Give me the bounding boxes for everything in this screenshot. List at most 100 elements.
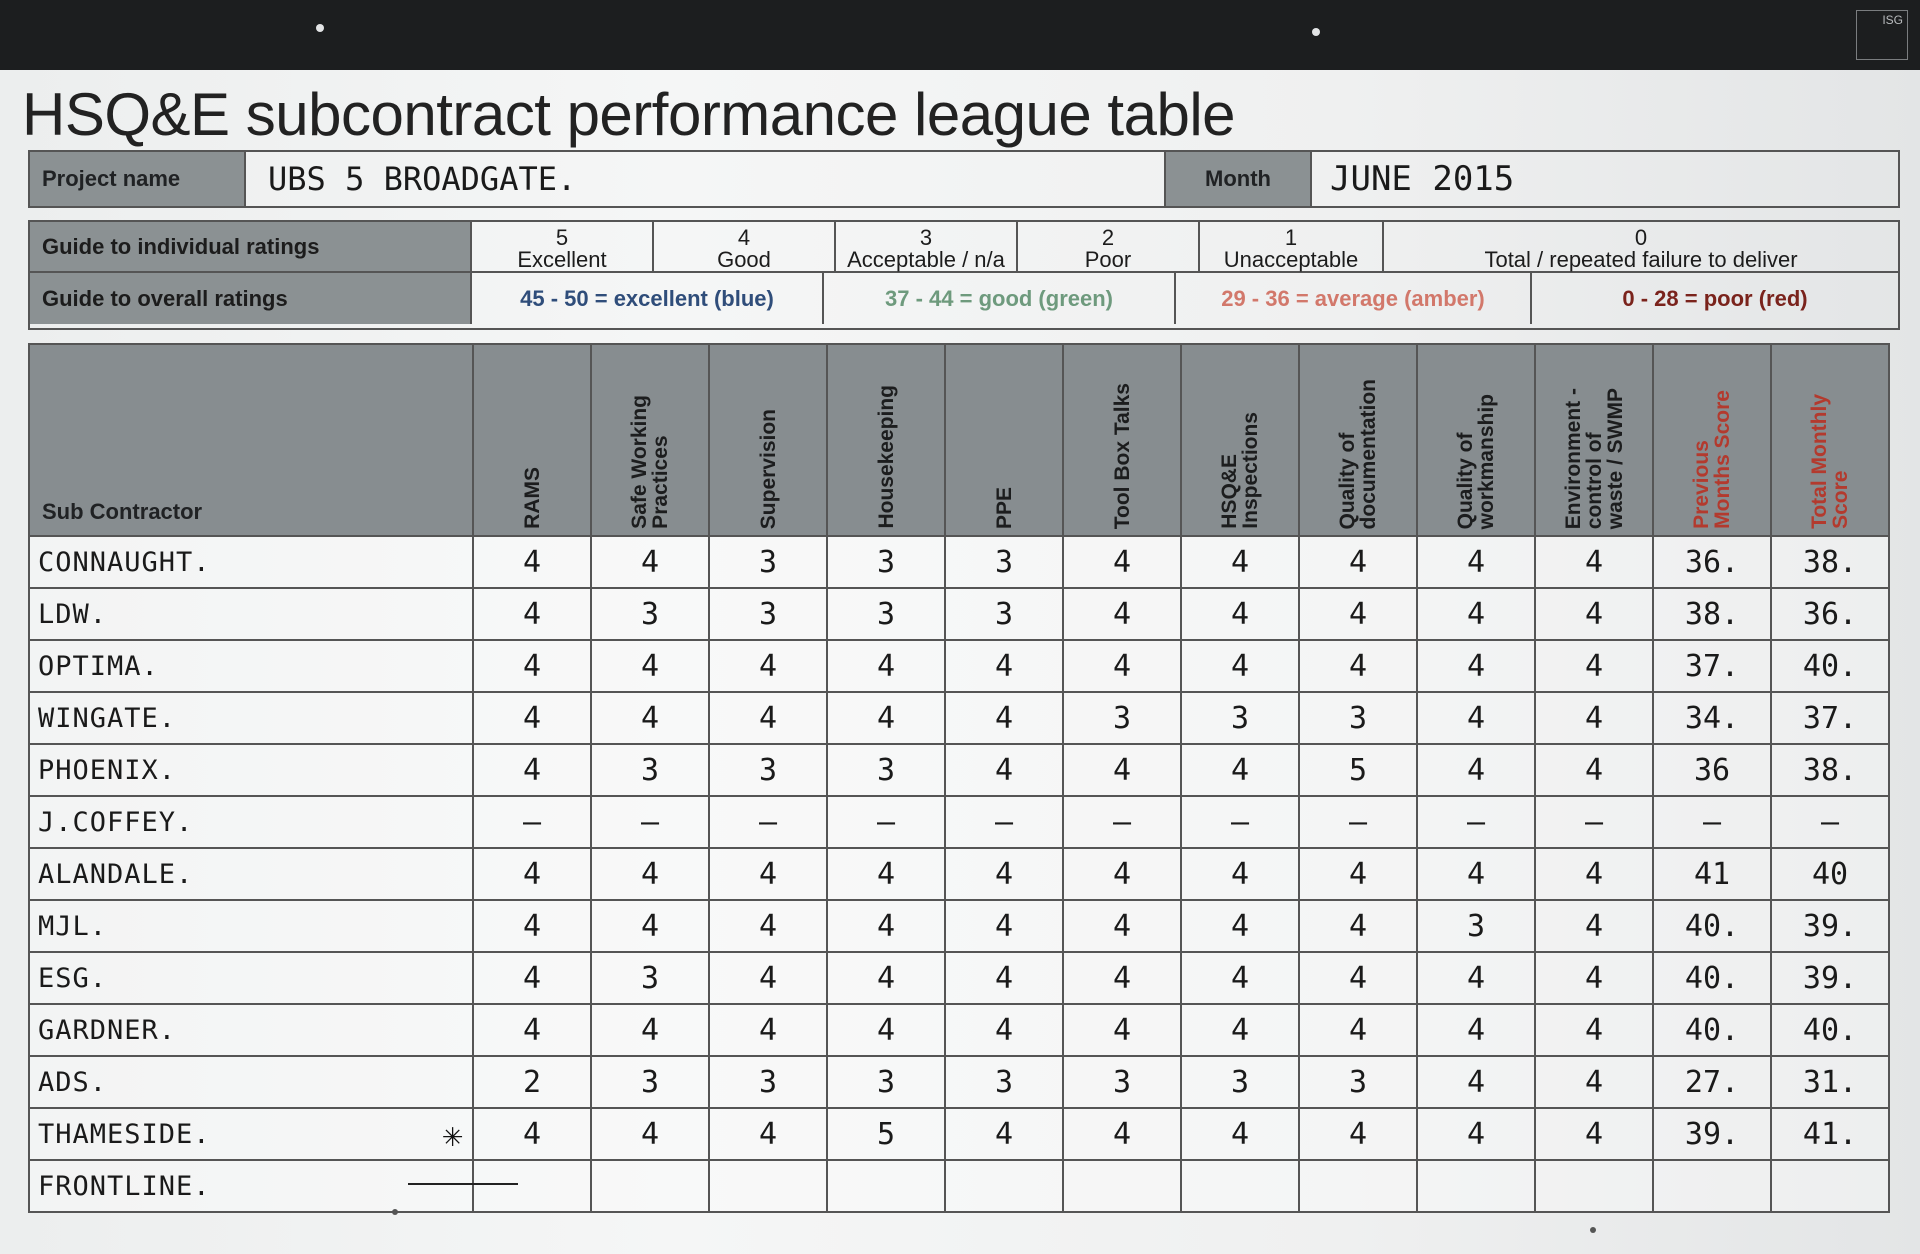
column-header: PPE [944,343,1064,537]
score-cell: 3 [826,535,946,589]
score-cell: 4 [1534,899,1654,953]
score-cell: 4 [708,639,828,693]
score-cell: 4 [708,899,828,953]
score-cell: – [472,795,592,849]
score-cell: – [826,795,946,849]
score-cell: 3 [1062,1055,1182,1109]
column-header-label: Supervision [756,408,780,529]
column-header-label: Quality of workmanship [1454,393,1498,529]
score-cell: 4 [472,847,592,901]
table-row: CONNAUGHT. 4 4 3 3 3 4 4 4 4 4 36. 38. [28,535,1890,589]
pin-hole [1590,1227,1596,1233]
score-cell: – [590,795,710,849]
rating-number: 1 [1284,225,1298,250]
score-cell: – [708,795,828,849]
score-cell: 5 [826,1107,946,1161]
table-row: WINGATE. 4 4 4 4 4 3 3 3 4 4 34. 37. [28,691,1890,745]
score-cell: 4 [1534,1055,1654,1109]
sub-contractor-name-text: ALANDALE. [38,858,194,890]
score-cell: 4 [1062,847,1182,901]
score-cell: 4 [944,951,1064,1005]
score-cell: 4 [826,1003,946,1057]
score-cell: 4 [1062,899,1182,953]
score-cell: 4 [1062,1003,1182,1057]
score-cell: 4 [1180,847,1300,901]
score-cell: 4 [944,1003,1064,1057]
score-cell: 4 [1298,535,1418,589]
score-cell: 4 [1416,1107,1536,1161]
score-cell: 4 [1416,1055,1536,1109]
score-cell: 4 [1534,1107,1654,1161]
score-cell: 4 [1298,951,1418,1005]
individual-ratings-row: Guide to individual ratings 5 Excellent … [30,222,1898,273]
score-cell [1062,1159,1182,1213]
score-cell: 3 [826,587,946,641]
column-header: HSQ&E Inspections [1180,343,1300,537]
score-cell: 4 [1534,639,1654,693]
column-header: Supervision [708,343,828,537]
score-cell: 40 [1770,847,1890,901]
table-row: ESG. 4 3 4 4 4 4 4 4 4 4 40. 39. [28,951,1890,1005]
score-cell: 40. [1652,899,1772,953]
score-cell: 3 [590,587,710,641]
score-cell: 4 [1180,587,1300,641]
column-header-wrap: Quality of workmanship [1418,345,1534,535]
score-cell: 4 [708,951,828,1005]
score-cell: 3 [590,1055,710,1109]
score-cell: 3 [708,587,828,641]
score-cell: 4 [826,639,946,693]
score-cell: 4 [472,639,592,693]
score-cell: 4 [944,691,1064,745]
score-cell: 3 [1298,691,1418,745]
score-cell [708,1159,828,1213]
rating-number: 3 [919,225,933,250]
table-row: ADS. 2 3 3 3 3 3 3 3 4 4 27. 31. [28,1055,1890,1109]
rating-3: 3 Acceptable / n/a [836,222,1018,271]
score-cell: 4 [472,1003,592,1057]
score-cell: 41 [1652,847,1772,901]
sub-contractor-name: ALANDALE. [28,847,474,901]
score-cell: 3 [1180,1055,1300,1109]
score-cell: 4 [1534,743,1654,797]
sub-contractor-name: WINGATE. [28,691,474,745]
score-cell: 4 [826,899,946,953]
column-header-label: Housekeeping [874,385,898,529]
score-cell: 27. [1652,1055,1772,1109]
score-cell: 4 [1180,1003,1300,1057]
sub-contractor-name-text: LDW. [38,598,108,630]
score-cell: 4 [944,639,1064,693]
score-cell: 3 [708,1055,828,1109]
score-cell: 4 [1534,691,1654,745]
column-header: Safe Working Practices [590,343,710,537]
score-cell: 4 [708,847,828,901]
score-cell: – [1652,795,1772,849]
score-cell: 40. [1770,1003,1890,1057]
column-header: RAMS [472,343,592,537]
column-header: Quality of workmanship [1416,343,1536,537]
score-cell [1298,1159,1418,1213]
score-cell [944,1159,1064,1213]
score-cell: 39. [1652,1107,1772,1161]
screw-icon [1312,28,1320,36]
table-row: LDW. 4 3 3 3 3 4 4 4 4 4 38. 36. [28,587,1890,641]
sub-contractor-name-text: MJL. [38,910,108,942]
score-cell: 4 [708,1107,828,1161]
score-cell: 4 [826,951,946,1005]
score-cell: 3 [1180,691,1300,745]
score-cell: 4 [1534,951,1654,1005]
column-header: Environment - control of waste / SWMP [1534,343,1654,537]
sub-contractor-name-text: ADS. [38,1066,108,1098]
brand-logo: ISG [1882,13,1903,27]
column-header-wrap: Environment - control of waste / SWMP [1536,345,1652,535]
score-cell: 40. [1770,639,1890,693]
score-cell: 39. [1770,951,1890,1005]
column-header-wrap: RAMS [474,345,590,535]
score-cell [1534,1159,1654,1213]
column-header-wrap: Supervision [710,345,826,535]
brand-logo-box: ISG [1856,10,1908,60]
sub-contractor-name-text: ESG. [38,962,108,994]
score-cell: 4 [1298,899,1418,953]
pen-stroke-line [408,1183,518,1185]
score-cell: 4 [1180,1107,1300,1161]
score-cell: 3 [944,535,1064,589]
